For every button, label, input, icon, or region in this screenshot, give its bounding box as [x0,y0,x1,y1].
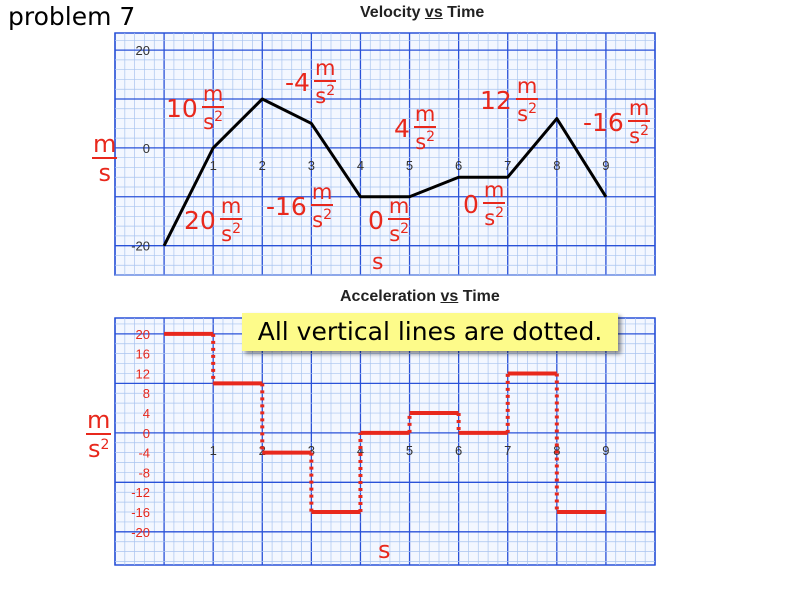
acceleration-annotation: 10 m s2 [166,82,225,134]
data-point [359,196,361,198]
x-tick-label: 6 [455,158,462,173]
x-tick-label: 3 [308,443,315,458]
acceleration-annotation: -16 m s2 [583,96,651,148]
x-tick-label: 8 [553,443,560,458]
acceleration-xlabel: s [378,536,391,564]
annotation-value: 0 [463,190,479,219]
x-tick-label: 3 [308,158,315,173]
data-point [409,196,411,198]
y-tick-label: -20 [131,239,150,254]
data-point [458,176,460,178]
x-tick-label: 5 [406,158,413,173]
y-tick-label: 8 [143,386,150,401]
annotation-value: 0 [368,206,384,235]
y-tick-label: 12 [136,366,150,381]
x-tick-label: 2 [259,443,266,458]
data-point [212,147,214,149]
y-tick-label: 20 [136,327,150,342]
x-tick-label: 5 [406,443,413,458]
data-point [556,118,558,120]
velocity-line [162,97,608,247]
x-tick-label: 7 [504,158,511,173]
unit-fraction: m s2 [627,96,651,148]
acceleration-annotation: 20 m s2 [184,194,243,246]
stray-unit-label: s [372,250,384,275]
acceleration-annotation: 0 m s2 [463,178,506,230]
velocity-chart-title: Velocity vs Time [360,4,485,21]
y-tick-label: -16 [131,505,150,520]
data-point [310,122,312,124]
unit-fraction: m s2 [482,178,506,230]
y-tick-label: 0 [143,426,150,441]
unit-fraction: m s2 [387,194,411,246]
acceleration-annotation: -4 m s2 [285,56,337,108]
y-tick-label: -4 [138,446,150,461]
data-point [261,98,263,100]
annotation-value: -16 [583,108,624,137]
acceleration-annotation: -16 m s2 [266,180,334,232]
slide-title: problem 7 [8,2,136,31]
annotation-value: 4 [394,114,410,143]
x-tick-label: 7 [504,443,511,458]
acceleration-annotation: 12 m s2 [480,74,539,126]
data-point [163,245,165,247]
x-tick-label: 4 [357,443,364,458]
annotation-value: -16 [266,192,307,221]
x-tick-label: 9 [602,443,609,458]
acceleration-chart-title: Acceleration vs Time [340,288,500,305]
y-tick-label: 20 [136,43,150,58]
x-tick-label: 6 [455,443,462,458]
acceleration-unit-label: m s2 [86,406,112,463]
y-tick-label: 4 [143,406,150,421]
annotation-value: 12 [480,86,512,115]
x-tick-label: 9 [602,158,609,173]
y-tick-label: -20 [131,525,150,540]
annotation-value: -4 [285,68,310,97]
acceleration-annotation: 0 m s2 [368,194,411,246]
data-point [507,176,509,178]
y-tick-label: -12 [131,485,150,500]
plot-area [114,317,656,566]
x-tick-label: 1 [210,158,217,173]
annotation-value: 10 [166,94,198,123]
y-tick-label: 0 [143,141,150,156]
acceleration-annotation: 4 m s2 [394,102,437,154]
data-point [605,196,607,198]
unit-fraction: m s2 [313,56,337,108]
x-tick-label: 1 [210,443,217,458]
unit-fraction: m s2 [515,74,539,126]
unit-fraction: m s2 [201,82,225,134]
unit-fraction: m s2 [413,102,437,154]
unit-fraction: m s2 [310,180,334,232]
y-tick-label: 16 [136,347,150,362]
x-tick-label: 8 [553,158,560,173]
x-tick-label: 2 [259,158,266,173]
callout-note: All vertical lines are dotted. [242,313,618,351]
unit-fraction: m s2 [219,194,243,246]
y-tick-label: -8 [138,465,150,480]
annotation-value: 20 [184,206,216,235]
x-tick-label: 4 [357,158,364,173]
